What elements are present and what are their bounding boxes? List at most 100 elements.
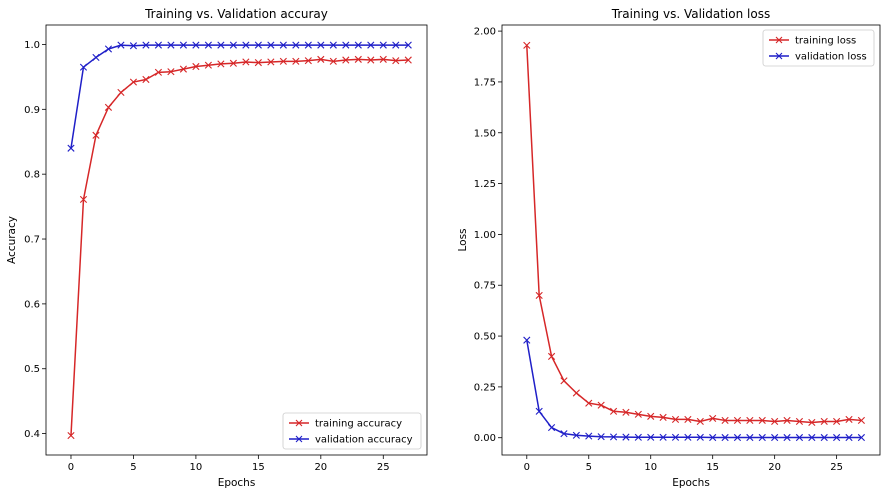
data-point [242,41,250,49]
legend-label: validation loss [795,52,867,63]
y-tick-label: 1.25 [474,179,496,190]
series-line-2 [526,340,862,439]
x-tick-label: 0 [524,462,530,473]
data-point [342,41,350,49]
x-tick-label: 5 [586,462,592,473]
data-point [204,61,212,69]
chart-panel-2: Training vs. Validation loss 0 5 10 15 20 25 0.… [457,7,881,489]
data-point [783,416,791,425]
data-point [254,59,262,67]
series-line-1 [70,58,409,436]
data-point [758,416,766,425]
y-tick-label: 1.00 [474,230,496,241]
data-point [129,42,138,50]
data-point [671,433,680,441]
data-point [79,63,88,71]
series-line-2 [70,44,409,149]
x-tick-label: 15 [706,462,719,473]
data-point [647,412,655,420]
data-point [92,53,100,62]
data-point [79,195,88,204]
data-point [634,433,642,441]
data-point [783,433,791,442]
data-point [709,433,717,442]
data-point [392,41,400,49]
data-point [845,433,853,442]
data-point [721,416,729,425]
data-point [342,56,350,64]
data-point [795,433,804,442]
data-point [279,41,287,49]
data-point [808,418,816,427]
data-point [696,417,704,426]
data-point [857,416,865,425]
data-point [634,410,642,418]
data-point [758,433,766,442]
plot-frame [501,24,881,456]
data-point [204,41,212,49]
data-point [229,41,237,49]
data-point [609,433,618,441]
y-tick-label: 0.5 [24,364,40,375]
chart-title: Training vs. Validation accuray [144,7,328,21]
legend-label: training loss [795,36,856,47]
data-point [572,431,580,439]
legend-marker [295,419,303,427]
data-point [671,415,680,424]
legend-marker [775,52,783,60]
legend-marker [775,36,783,44]
data-point [379,55,387,63]
data-point [92,131,100,139]
data-point [142,75,150,84]
x-tick-label: 25 [830,462,843,473]
data-point [242,58,250,66]
x-tick-label: 20 [314,462,327,473]
data-point [622,408,630,416]
y-tick-label: 0.8 [24,170,40,181]
y-tick-label: 2.00 [474,27,496,38]
legend-label: training accuracy [315,419,402,430]
data-point [192,41,200,49]
data-point [379,41,387,49]
x-tick-label: 0 [68,462,74,473]
data-point [267,58,275,66]
data-point [845,415,853,424]
data-point [354,41,362,49]
data-point [67,431,75,440]
y-tick-label: 0.9 [24,105,40,116]
data-point [404,56,412,64]
legend-box [762,29,875,67]
data-point [104,45,113,53]
x-tick-label: 15 [252,462,265,473]
data-point [560,377,568,385]
y-tick-label: 0.25 [474,382,496,393]
data-point [317,41,325,49]
y-axis-label: Loss [457,228,469,251]
data-point [684,415,692,424]
legend-label: validation accuracy [315,435,413,446]
data-point [771,433,779,442]
data-point [179,65,187,73]
data-point [572,389,580,397]
y-tick-label: 1.75 [474,77,496,88]
data-point [67,144,75,152]
data-point [179,41,187,49]
data-point [585,432,593,440]
data-point [647,433,655,441]
data-point [142,41,150,49]
x-axis-label: Epochs [672,477,710,489]
data-point [535,291,543,299]
data-point [597,433,605,441]
data-point [659,413,667,421]
data-point [733,416,742,425]
data-point [192,62,200,71]
data-point [367,41,375,49]
y-tick-label: 0.00 [474,433,496,444]
data-point [795,417,804,426]
x-tick-label: 25 [377,462,390,473]
data-point [304,41,312,49]
data-point [117,41,125,49]
data-point [104,103,113,111]
plot-frame [45,24,428,456]
